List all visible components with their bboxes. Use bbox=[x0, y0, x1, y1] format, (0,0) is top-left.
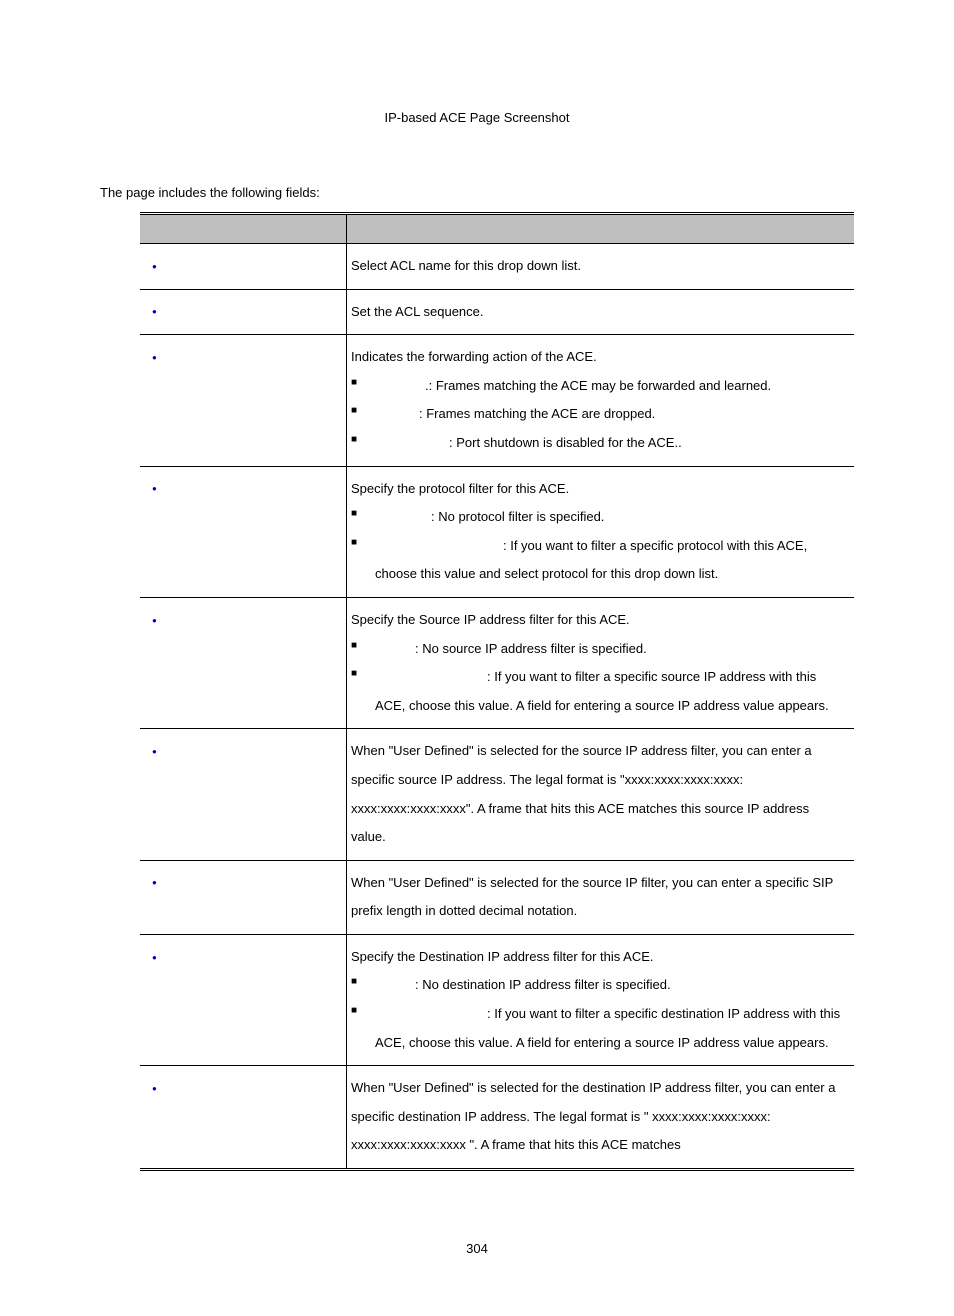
desc-intro: Specify the Source IP address filter for… bbox=[351, 606, 844, 635]
object-cell: ● bbox=[140, 597, 347, 728]
object-cell: ● bbox=[140, 729, 347, 860]
intro-text: The page includes the following fields: bbox=[100, 185, 854, 200]
table-row: ● Specify the Source IP address filter f… bbox=[140, 597, 854, 728]
object-cell: ● bbox=[140, 934, 347, 1065]
table-row: ● Select ACL name for this drop down lis… bbox=[140, 244, 854, 290]
list-item: : Frames matching the ACE are dropped. bbox=[351, 400, 844, 429]
bullet-icon: ● bbox=[152, 349, 157, 367]
item-text: : Port shutdown is disabled for the ACE.… bbox=[449, 435, 682, 450]
fields-table: ● Select ACL name for this drop down lis… bbox=[140, 212, 854, 1171]
desc-list: : No destination IP address filter is sp… bbox=[351, 971, 844, 1057]
bullet-icon: ● bbox=[152, 949, 157, 967]
bullet-icon: ● bbox=[152, 1080, 157, 1098]
header-description bbox=[347, 214, 855, 244]
bullet-icon: ● bbox=[152, 612, 157, 630]
page-number: 304 bbox=[100, 1241, 854, 1256]
item-text: : Frames matching the ACE are dropped. bbox=[419, 406, 655, 421]
table-row: ● When "User Defined" is selected for th… bbox=[140, 729, 854, 860]
table-header-row bbox=[140, 214, 854, 244]
object-cell: ● bbox=[140, 289, 347, 335]
object-cell: ● bbox=[140, 860, 347, 934]
description-cell: When "User Defined" is selected for the … bbox=[347, 1066, 855, 1170]
desc-intro: Specify the protocol filter for this ACE… bbox=[351, 475, 844, 504]
object-cell: ● bbox=[140, 466, 347, 597]
item-text: : If you want to filter a specific proto… bbox=[375, 538, 807, 582]
description-cell: Select ACL name for this drop down list. bbox=[347, 244, 855, 290]
list-item: : If you want to filter a specific desti… bbox=[351, 1000, 844, 1057]
object-cell: ● bbox=[140, 244, 347, 290]
desc-list: : No protocol filter is specified. : If … bbox=[351, 503, 844, 589]
desc-intro: Indicates the forwarding action of the A… bbox=[351, 343, 844, 372]
description-cell: Specify the Source IP address filter for… bbox=[347, 597, 855, 728]
table-row: ● When "User Defined" is selected for th… bbox=[140, 860, 854, 934]
item-text: : No protocol filter is specified. bbox=[431, 509, 604, 524]
document-page: IP-based ACE Page Screenshot The page in… bbox=[0, 0, 954, 1316]
object-cell: ● bbox=[140, 335, 347, 466]
description-cell: When "User Defined" is selected for the … bbox=[347, 860, 855, 934]
list-item: : If you want to filter a specific sourc… bbox=[351, 663, 844, 720]
description-cell: Specify the Destination IP address filte… bbox=[347, 934, 855, 1065]
item-text: : No source IP address filter is specifi… bbox=[415, 641, 647, 656]
header-object bbox=[140, 214, 347, 244]
description-cell: When "User Defined" is selected for the … bbox=[347, 729, 855, 860]
item-text: : If you want to filter a specific desti… bbox=[375, 1006, 840, 1050]
list-item: : Port shutdown is disabled for the ACE.… bbox=[351, 429, 844, 458]
bullet-icon: ● bbox=[152, 258, 157, 276]
figure-caption: IP-based ACE Page Screenshot bbox=[100, 110, 854, 125]
bullet-icon: ● bbox=[152, 303, 157, 321]
list-item: : No source IP address filter is specifi… bbox=[351, 635, 844, 664]
list-item: : No destination IP address filter is sp… bbox=[351, 971, 844, 1000]
description-cell: Indicates the forwarding action of the A… bbox=[347, 335, 855, 466]
object-cell: ● bbox=[140, 1066, 347, 1170]
bullet-icon: ● bbox=[152, 874, 157, 892]
table-row: ● When "User Defined" is selected for th… bbox=[140, 1066, 854, 1170]
figure-caption-text: IP-based ACE Page Screenshot bbox=[384, 110, 569, 125]
list-item: : No protocol filter is specified. bbox=[351, 503, 844, 532]
bullet-icon: ● bbox=[152, 480, 157, 498]
item-text: : If you want to filter a specific sourc… bbox=[375, 669, 829, 713]
desc-intro: Select ACL name for this drop down list. bbox=[351, 258, 581, 273]
table-row: ● Set the ACL sequence. bbox=[140, 289, 854, 335]
description-cell: Set the ACL sequence. bbox=[347, 289, 855, 335]
desc-intro: Specify the Destination IP address filte… bbox=[351, 943, 844, 972]
list-item: : If you want to filter a specific proto… bbox=[351, 532, 844, 589]
desc-intro: When "User Defined" is selected for the … bbox=[351, 875, 833, 919]
desc-list: .: Frames matching the ACE may be forwar… bbox=[351, 372, 844, 458]
desc-intro: Set the ACL sequence. bbox=[351, 304, 484, 319]
desc-intro: When "User Defined" is selected for the … bbox=[351, 1080, 835, 1152]
item-text: : No destination IP address filter is sp… bbox=[415, 977, 671, 992]
item-text: : Frames matching the ACE may be forward… bbox=[429, 378, 772, 393]
table-row: ● Specify the Destination IP address fil… bbox=[140, 934, 854, 1065]
desc-intro: When "User Defined" is selected for the … bbox=[351, 743, 812, 844]
description-cell: Specify the protocol filter for this ACE… bbox=[347, 466, 855, 597]
table-row: ● Specify the protocol filter for this A… bbox=[140, 466, 854, 597]
list-item: .: Frames matching the ACE may be forwar… bbox=[351, 372, 844, 401]
bullet-icon: ● bbox=[152, 743, 157, 761]
desc-list: : No source IP address filter is specifi… bbox=[351, 635, 844, 721]
table-row: ● Indicates the forwarding action of the… bbox=[140, 335, 854, 466]
